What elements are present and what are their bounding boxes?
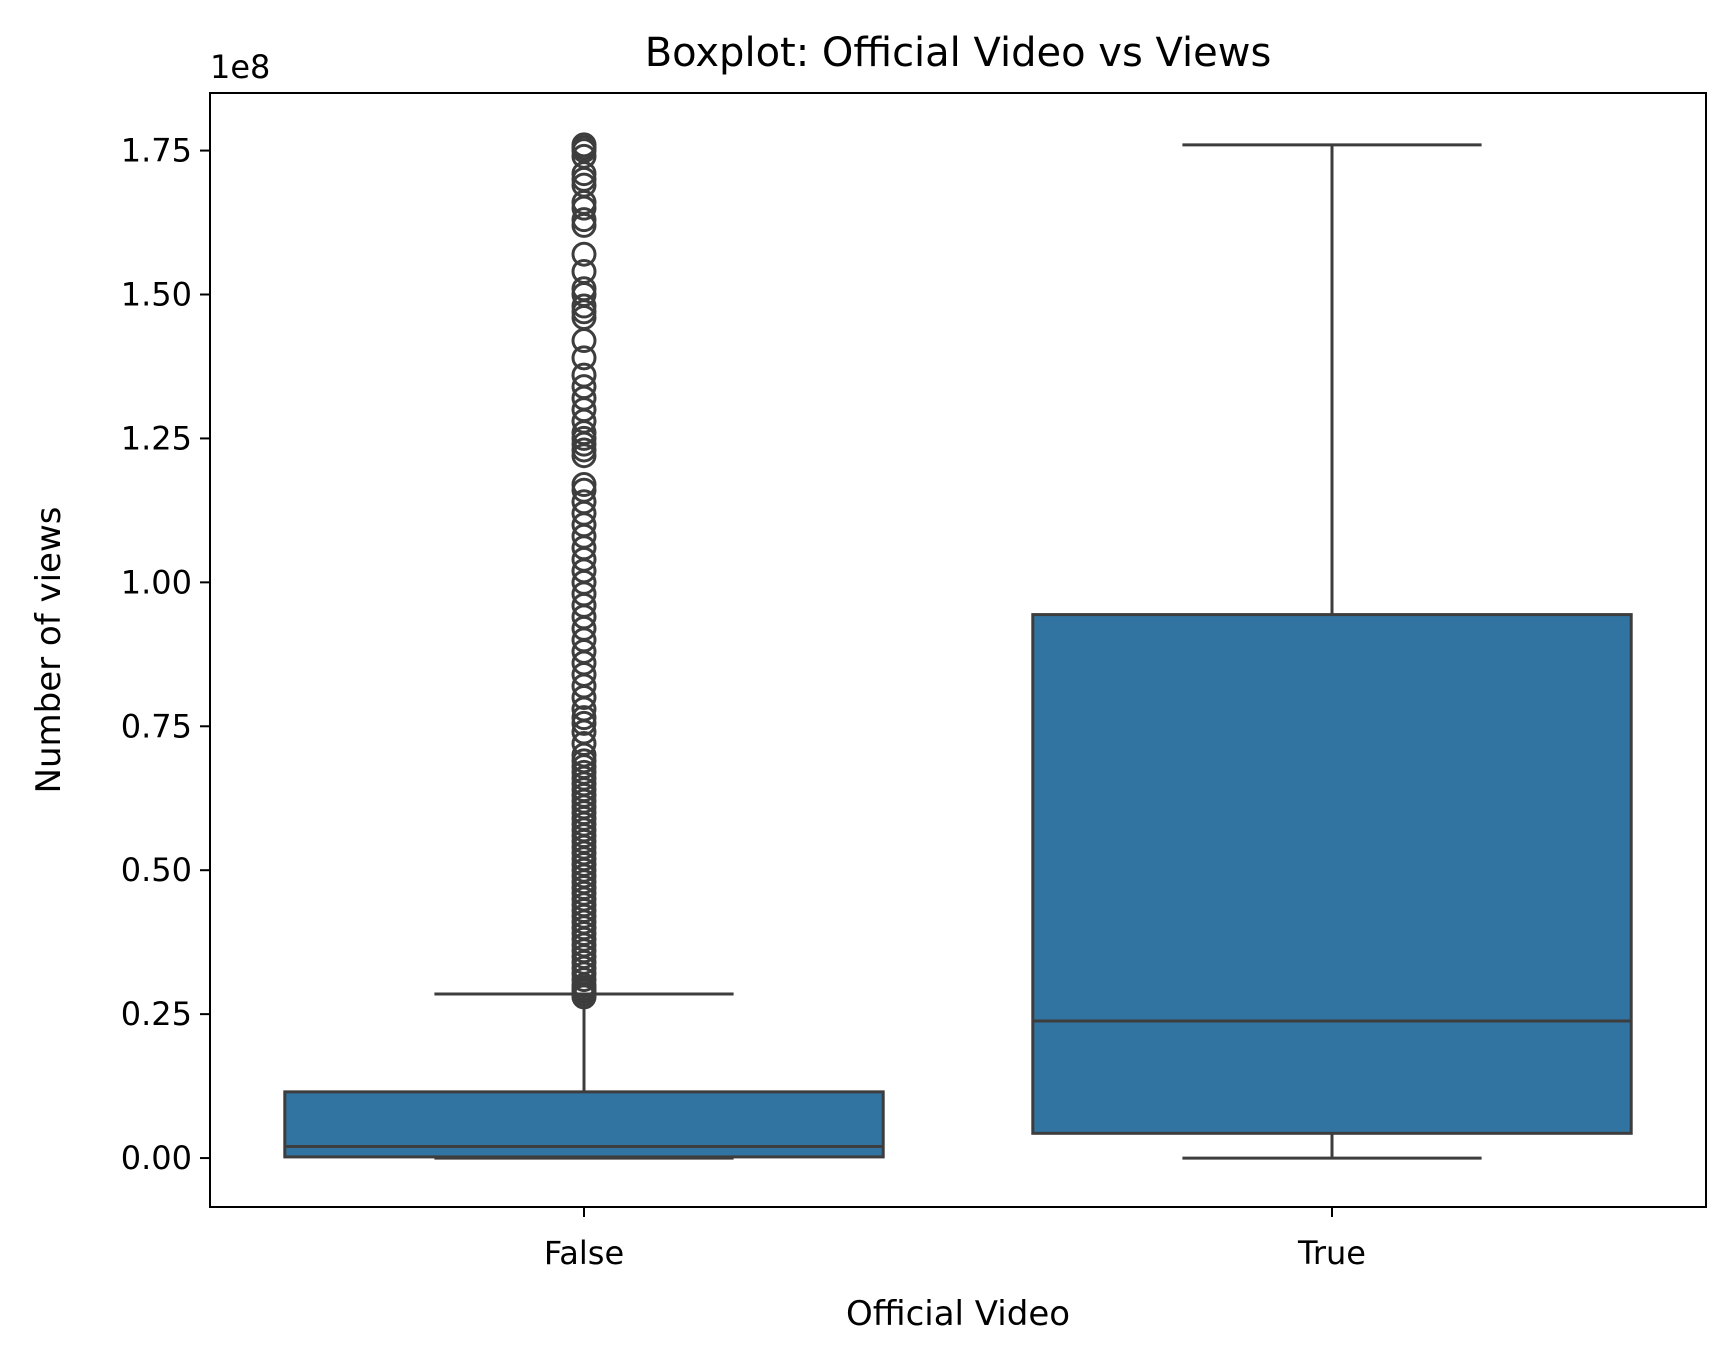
outlier-point xyxy=(571,374,597,400)
y-tick-label: 1.50 xyxy=(121,275,192,313)
y-axis-label: Number of views xyxy=(29,507,69,794)
outlier-point xyxy=(571,276,597,302)
outlier-point xyxy=(571,345,597,371)
y-tick-label: 0.00 xyxy=(121,1139,192,1177)
outlier-point xyxy=(571,207,597,233)
outlier-point xyxy=(571,241,597,267)
axes-frame xyxy=(209,92,1707,1208)
y-tick-label: 0.50 xyxy=(121,851,192,889)
y-tick-label: 0.75 xyxy=(121,707,192,745)
y-tick-label: 0.25 xyxy=(121,995,192,1033)
outlier-point xyxy=(571,132,597,158)
y-tick-label: 1.75 xyxy=(121,132,192,170)
x-axis-label: Official Video xyxy=(846,1294,1070,1334)
axis-ticks: 0.00 0.25 0.50 0.75 1.00 1.25 1.50 1.75 False Tru… xyxy=(121,132,1366,1272)
x-tick-label: True xyxy=(1297,1234,1366,1272)
iqr-box xyxy=(1031,613,1633,1135)
y-tick-label: 1.00 xyxy=(121,563,192,601)
x-tick-label: False xyxy=(544,1234,624,1272)
outlier-point xyxy=(571,489,597,515)
box-group-true xyxy=(1031,143,1633,1160)
box-group-false xyxy=(283,132,885,1160)
y-tick-label: 1.25 xyxy=(121,419,192,457)
chart-title: Boxplot: Official Video vs Views xyxy=(645,30,1272,76)
y-offset-label: 1e8 xyxy=(210,48,270,86)
outlier-point xyxy=(571,293,597,319)
outlier-point xyxy=(571,362,597,388)
outlier-point xyxy=(571,731,597,757)
outlier-point xyxy=(571,471,597,497)
plot-content xyxy=(283,132,1633,1160)
outlier-point xyxy=(571,258,597,284)
outlier-point xyxy=(571,705,597,731)
